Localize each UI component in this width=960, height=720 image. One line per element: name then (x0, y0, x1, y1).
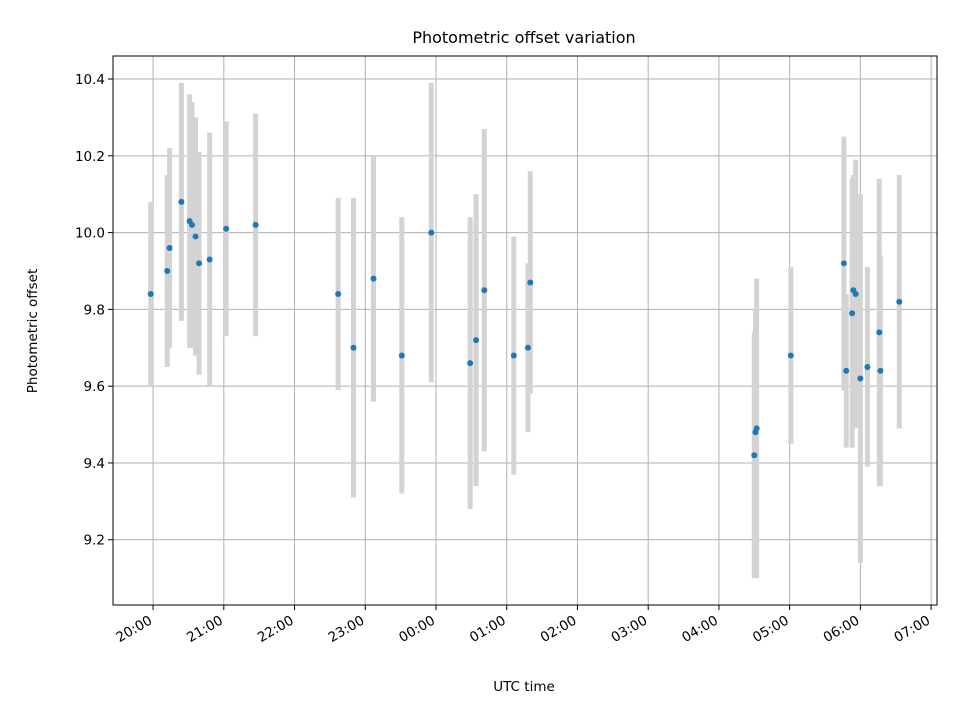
data-point (527, 279, 534, 286)
data-point (192, 233, 199, 240)
data-point (252, 221, 259, 228)
data-point (864, 363, 871, 370)
data-point (852, 291, 859, 298)
data-point (196, 260, 203, 267)
data-point (147, 291, 154, 298)
data-point (896, 298, 903, 305)
y-tick-label: 10.0 (75, 226, 105, 242)
data-point (751, 452, 758, 459)
y-tick-label: 9.2 (84, 533, 105, 549)
data-point (428, 229, 435, 236)
x-axis-label: UTC time (493, 679, 555, 695)
y-tick-label: 9.4 (84, 456, 105, 472)
data-point (510, 352, 517, 359)
data-point (857, 375, 864, 382)
data-point (787, 352, 794, 359)
data-point (206, 256, 213, 263)
y-tick-label: 10.4 (75, 72, 105, 88)
data-point (178, 198, 185, 205)
data-point (840, 260, 847, 267)
data-point (473, 337, 480, 344)
chart-title: Photometric offset variation (412, 28, 635, 47)
data-point (335, 291, 342, 298)
data-point (164, 267, 171, 274)
plot-frame (112, 55, 938, 606)
data-point (467, 360, 474, 367)
y-tick-label: 9.6 (84, 379, 105, 395)
data-point (398, 352, 405, 359)
data-point (350, 344, 357, 351)
data-point (849, 310, 856, 317)
data-point (876, 329, 883, 336)
data-point (877, 367, 884, 374)
y-tick-label: 9.8 (84, 302, 105, 318)
data-point (481, 287, 488, 294)
data-point (843, 367, 850, 374)
data-point (166, 244, 173, 251)
data-point (188, 221, 195, 228)
y-axis-label: Photometric offset (25, 269, 41, 393)
y-tick-label: 10.2 (75, 149, 105, 165)
data-point (223, 225, 230, 232)
data-point (753, 425, 760, 432)
y-axis-ticks: 9.2 9.4 9.6 9.8 10.0 10.2 10.4 (75, 72, 113, 549)
data-point (524, 344, 531, 351)
data-point (370, 275, 377, 282)
data-points (147, 198, 903, 459)
